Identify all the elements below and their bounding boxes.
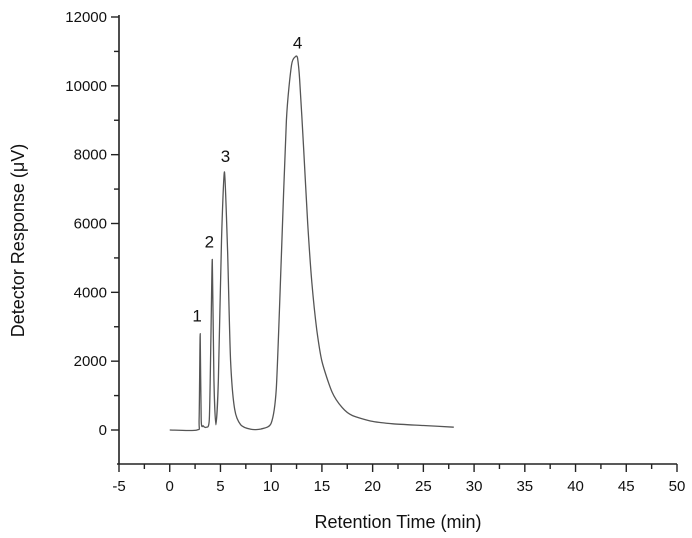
peak-label-3: 3 — [221, 147, 230, 166]
x-tick-label: -5 — [112, 478, 125, 495]
y-tick-label: 10000 — [65, 78, 107, 95]
y-axis-title: Detector Response (μV) — [8, 144, 28, 337]
x-axis-title: Retention Time (min) — [314, 512, 481, 532]
x-tick-label: 10 — [263, 478, 280, 495]
x-tick-label: 20 — [364, 478, 381, 495]
x-tick-label: 35 — [516, 478, 533, 495]
chromatogram-trace — [169, 55, 454, 432]
x-tick-label: 40 — [567, 478, 584, 495]
y-tick-label: 6000 — [74, 216, 107, 233]
x-tick-label: 15 — [314, 478, 331, 495]
peak-label-4: 4 — [293, 34, 302, 53]
x-tick-label: 5 — [216, 478, 224, 495]
x-tick-label: 30 — [466, 478, 483, 495]
y-tick-label: 0 — [99, 422, 107, 439]
peak-label-1: 1 — [192, 307, 201, 326]
peak-label-2: 2 — [205, 233, 214, 252]
x-tick-label: 25 — [415, 478, 432, 495]
y-tick-label: 8000 — [74, 147, 107, 164]
x-tick-label: 0 — [166, 478, 174, 495]
y-tick-label: 12000 — [65, 9, 107, 26]
x-tick-label: 45 — [618, 478, 635, 495]
y-tick-label: 4000 — [74, 284, 107, 301]
x-tick-label: 50 — [669, 478, 686, 495]
y-tick-label: 2000 — [74, 353, 107, 370]
